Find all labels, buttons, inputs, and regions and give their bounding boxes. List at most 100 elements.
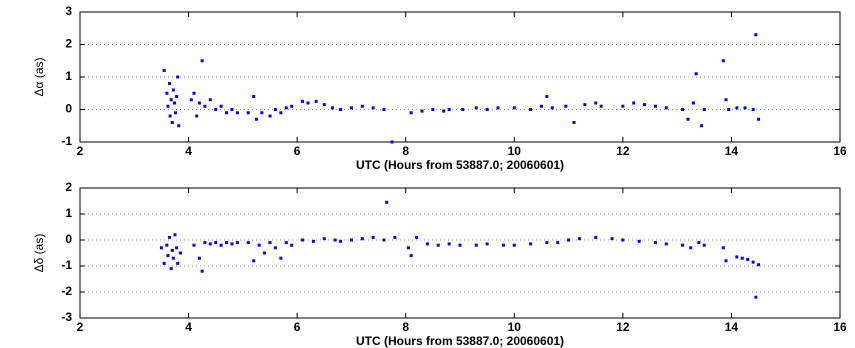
point [166, 254, 170, 258]
x-tick-label: 8 [402, 144, 409, 158]
y-tick-label: -1 [61, 134, 72, 148]
point [246, 111, 250, 115]
point [173, 233, 177, 237]
point [512, 243, 516, 247]
point [200, 269, 204, 273]
point [203, 241, 207, 245]
point [314, 99, 318, 103]
point [219, 104, 223, 108]
point [203, 104, 207, 108]
point [322, 237, 326, 241]
axes-frame [79, 187, 841, 319]
point [754, 295, 758, 299]
point [425, 242, 429, 246]
point [691, 101, 695, 105]
point [171, 88, 175, 92]
point [254, 117, 258, 121]
point [195, 114, 199, 118]
point [168, 235, 172, 239]
x-tick-label: 6 [294, 144, 301, 158]
point [268, 114, 272, 118]
x-axis-label: UTC (Hours from 53887.0; 20060601) [356, 334, 564, 348]
point [621, 238, 625, 242]
point [162, 69, 166, 72]
point [431, 108, 435, 111]
point [279, 111, 283, 115]
point [721, 59, 725, 63]
point [273, 246, 277, 250]
y-tick-label: 1 [65, 69, 72, 83]
point [751, 108, 755, 111]
point [306, 101, 310, 105]
point [442, 109, 446, 113]
x-tick-label: 2 [77, 144, 84, 158]
point [686, 117, 690, 121]
point [409, 254, 413, 258]
point [273, 108, 277, 111]
point [172, 101, 176, 105]
x-tick-label: 14 [725, 144, 739, 158]
point [735, 255, 739, 259]
point [174, 111, 178, 115]
point [572, 121, 576, 124]
x-tick-label: 10 [508, 144, 522, 158]
point [643, 103, 647, 107]
point [170, 121, 174, 124]
point [583, 103, 587, 107]
point [382, 108, 386, 111]
point [311, 239, 315, 243]
point [529, 242, 533, 246]
point [415, 235, 419, 239]
point [175, 95, 179, 98]
y-tick-label: 0 [65, 232, 72, 246]
point [219, 243, 223, 247]
point [724, 98, 728, 102]
point [371, 106, 375, 110]
point [382, 238, 386, 242]
point [176, 261, 180, 265]
point [165, 91, 169, 95]
point [735, 106, 739, 110]
point [330, 106, 334, 110]
point [192, 243, 196, 247]
point [284, 241, 288, 245]
point [757, 263, 761, 267]
point [485, 242, 489, 246]
point [339, 108, 343, 111]
point [577, 237, 581, 241]
point [757, 117, 761, 121]
point [208, 98, 212, 102]
y-tick-label: 2 [65, 180, 72, 194]
y-tick-label: 1 [65, 206, 72, 220]
point [599, 104, 603, 108]
x-tick-label: 4 [185, 320, 192, 334]
y-tick-label: 0 [65, 102, 72, 116]
point [349, 106, 353, 110]
point [746, 258, 750, 261]
point [700, 124, 704, 128]
point [169, 98, 173, 102]
point [390, 140, 394, 144]
x-tick-label: 10 [508, 320, 522, 334]
point [727, 108, 731, 111]
point [545, 95, 549, 98]
y-tick-label: -3 [61, 310, 72, 324]
point [694, 72, 698, 76]
point [168, 114, 172, 118]
point [360, 237, 364, 241]
point [166, 104, 170, 108]
point [214, 108, 218, 111]
point [178, 251, 182, 255]
point [225, 241, 229, 245]
point [447, 242, 451, 246]
point [474, 243, 478, 247]
point [176, 75, 180, 79]
point [409, 111, 413, 115]
point [447, 108, 451, 111]
point [461, 108, 465, 111]
point [702, 108, 706, 111]
point [724, 259, 728, 263]
point [290, 243, 294, 247]
point [485, 108, 489, 111]
point [721, 246, 725, 250]
